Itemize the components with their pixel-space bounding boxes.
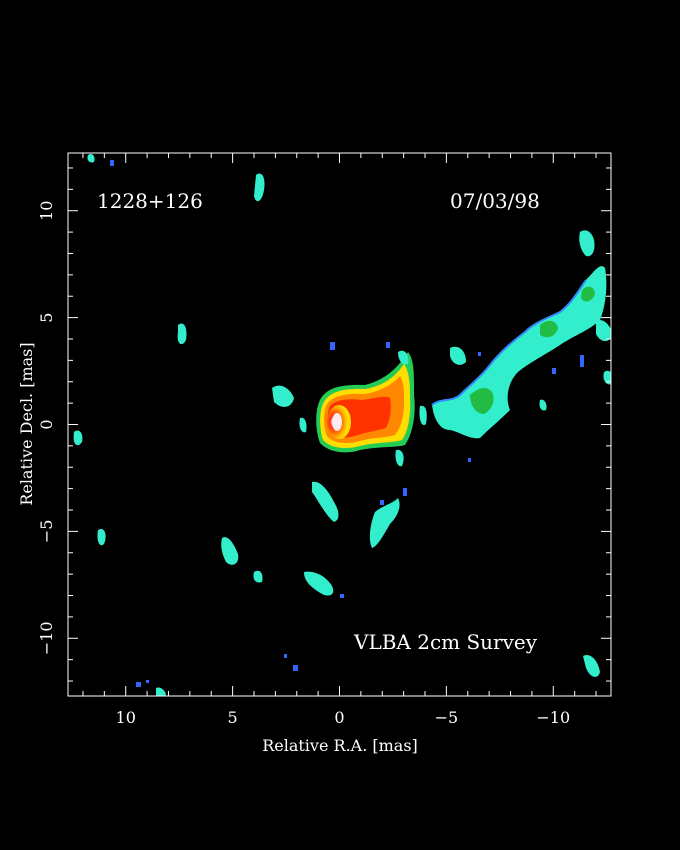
blob-10: [73, 430, 83, 446]
y-tick-label: −5: [37, 520, 56, 544]
jet-extension-core-2: [540, 320, 558, 338]
jet-extension-core-3: [581, 286, 595, 302]
y-axis-label: Relative Decl. [mas]: [17, 342, 36, 505]
blob-6: [369, 498, 400, 548]
noise-specks: [110, 160, 584, 687]
core-white: [332, 413, 342, 431]
blob-17: [539, 399, 547, 411]
y-tick-label: 10: [37, 201, 56, 221]
y-tick-label: 5: [37, 313, 56, 323]
axis-ticks: [68, 153, 611, 696]
x-tick-label: 0: [334, 708, 344, 727]
x-tick-label: −5: [435, 708, 459, 727]
observation-date: 07/03/98: [450, 189, 540, 213]
blob-upper-right-1: [579, 230, 595, 257]
blob-3: [272, 385, 294, 407]
y-tick-label: 0: [37, 419, 56, 429]
blob-2: [177, 323, 187, 345]
blob-14: [156, 687, 166, 696]
radio-emission-map: [73, 153, 611, 696]
survey-label: VLBA 2cm Survey: [353, 630, 538, 654]
blob-16: [395, 449, 404, 467]
blob-5: [312, 481, 339, 522]
x-tick-labels: 10 5 0 −5 −10: [116, 708, 571, 727]
blob-upper-right-2: [596, 319, 611, 341]
blob-9: [304, 571, 334, 596]
y-tick-labels: 10 5 0 −5 −10: [37, 201, 56, 656]
blob-jet-north: [450, 346, 466, 365]
blob-15: [419, 405, 427, 426]
jet-edge-blue: [431, 279, 587, 406]
blob-jet-north-2: [398, 350, 409, 365]
x-axis-label: Relative R.A. [mas]: [262, 736, 418, 755]
blob-upper-right-3: [603, 370, 611, 385]
blob-11: [97, 528, 106, 546]
blob-8: [253, 570, 263, 583]
jet-extension-core: [470, 388, 494, 414]
blob-12: [87, 153, 95, 163]
blob-13: [583, 654, 600, 677]
x-tick-label: −10: [536, 708, 570, 727]
x-tick-label: 5: [228, 708, 238, 727]
x-tick-label: 10: [116, 708, 136, 727]
blob-4: [299, 417, 307, 433]
y-tick-label: −10: [37, 621, 56, 655]
blob-1: [254, 173, 265, 202]
blob-7: [221, 537, 239, 565]
source-name: 1228+126: [97, 189, 203, 213]
